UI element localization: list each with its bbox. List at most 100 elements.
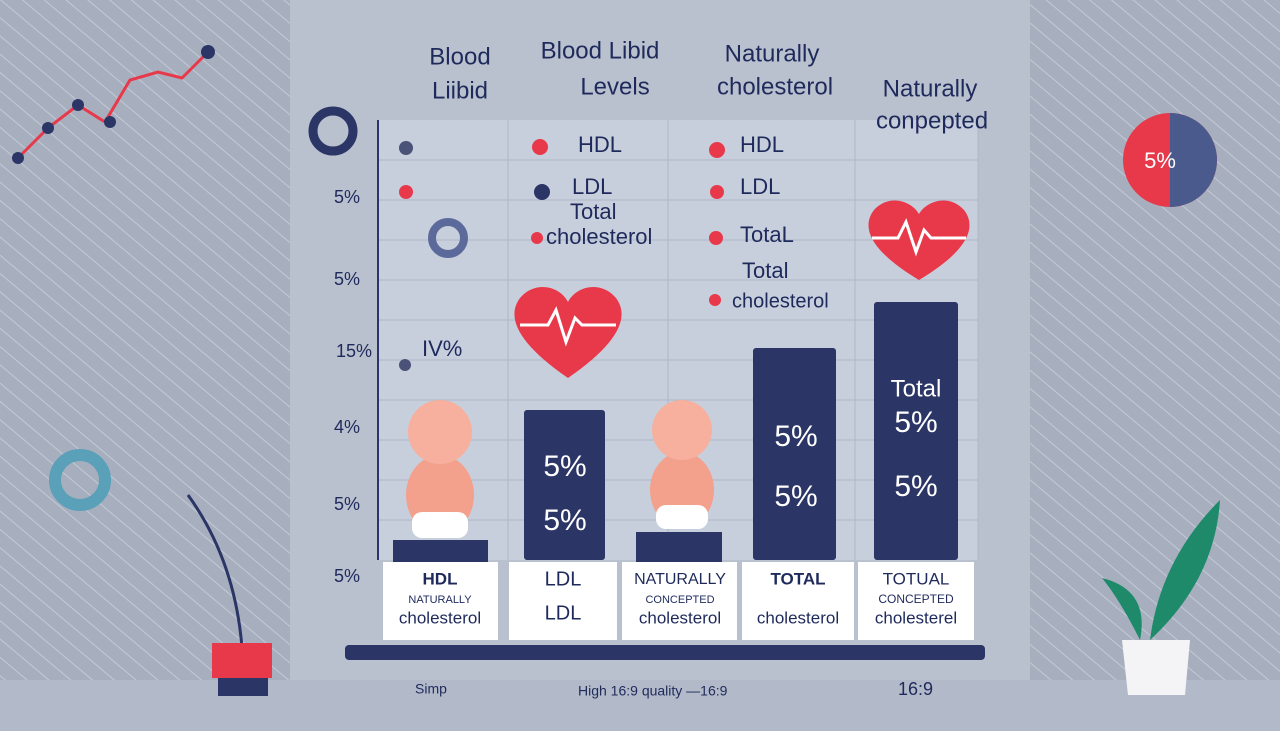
decoration [709,294,721,306]
bar-text: 5% [543,450,586,483]
decoration [520,306,616,347]
legend-label: cholesterol [732,290,829,312]
legend-label: cholesterol [546,224,652,249]
bottom-label: cholesterol [639,608,721,627]
legend-label: HDL [740,132,784,157]
decoration [622,562,737,640]
decoration [1102,578,1142,640]
bar-text: 5% [894,406,937,439]
header: cholesterol [717,73,833,100]
bottom-label: LDL [545,602,582,624]
bottom-label: HDL [423,569,458,588]
bottom-label: LDL [545,568,582,590]
decoration [218,678,268,696]
decoration [383,562,974,640]
lamp-stand [186,494,244,649]
legend-label: LDL [572,174,612,199]
bar-text: 5% [543,504,586,537]
decoration [872,218,966,257]
baby-icon [393,400,722,562]
decoration [12,152,24,164]
bar-text: 5% [894,470,937,503]
heart-icon [514,200,970,378]
y-label: 5% [334,269,360,289]
decoration [534,184,550,200]
floor [0,680,1280,731]
bottom-label: NATURALLY [408,594,472,606]
header: conpepted [876,107,988,134]
bar-text: 5% [774,420,817,453]
bottom-label: CONCEPTED [878,592,954,606]
pot [1122,640,1190,695]
legend-label: Total [742,258,788,283]
decoration [531,232,543,244]
decoration [509,562,617,640]
decoration [72,99,84,111]
ring [49,449,111,511]
decoration: HDL LDL Total cholesterol [531,132,652,249]
decoration: 5% 5% 15% 4% 5% 5% [334,187,372,586]
decoration [412,512,468,538]
bar-text: Total [891,375,942,402]
bottom-label: TOTUAL [883,569,950,588]
bottom-label: cholesterel [875,608,957,627]
decoration [858,562,974,640]
decoration [12,45,215,164]
bar-text: 5% [774,480,817,513]
plant [1150,500,1220,640]
decoration [399,359,411,371]
decoration: Blood Liibid Blood Libid Levels Naturall… [429,37,988,134]
decoration [742,562,854,640]
header: Blood Libid [541,37,660,64]
header: Naturally [883,75,978,102]
decoration [710,185,724,199]
y-label: 15% [336,341,372,361]
y-label: 5% [334,566,360,586]
legend-label: HDL [578,132,622,157]
footer-text: Simp [415,681,447,697]
bar [874,302,958,560]
footer-text: High 16:9 quality —16:9 [578,683,728,699]
decoration [308,106,358,156]
decoration [201,45,215,59]
decoration [104,116,116,128]
decoration [383,562,498,640]
decoration [428,218,468,258]
pie-label: 5% [1144,148,1176,173]
note: IV% [422,336,462,361]
bottom-label: CONCEPTED [645,594,714,606]
pie-icon: 5% [1123,113,1217,207]
decoration: HDL LDL TotaL Total cholesterol [709,132,829,312]
decoration [709,231,723,245]
bottom-label: NATURALLY [634,571,726,588]
header: Blood [429,43,490,70]
y-label: 5% [334,494,360,514]
decoration [532,139,548,155]
decoration [42,122,54,134]
decoration [652,400,712,460]
legend-label: TotaL [740,222,794,247]
bar [753,348,836,560]
header: Liibid [432,77,488,104]
decoration [393,540,488,562]
dna-line [16,50,210,160]
base [345,645,985,660]
legend-label: LDL [740,174,780,199]
pot [212,643,272,678]
bottom-label: cholesterol [399,608,481,627]
decoration [656,505,708,529]
bottom-label: cholesterol [757,608,839,627]
legend-label: Total [570,199,616,224]
footer-text: 16:9 [898,679,933,699]
decoration [408,400,472,464]
decoration [636,532,722,562]
decoration [399,141,413,155]
y-label: 4% [334,417,360,437]
bar [524,410,605,560]
decoration [1170,113,1217,207]
header: Levels [580,73,649,100]
y-label: 5% [334,187,360,207]
decoration [399,185,413,199]
decoration [709,142,725,158]
